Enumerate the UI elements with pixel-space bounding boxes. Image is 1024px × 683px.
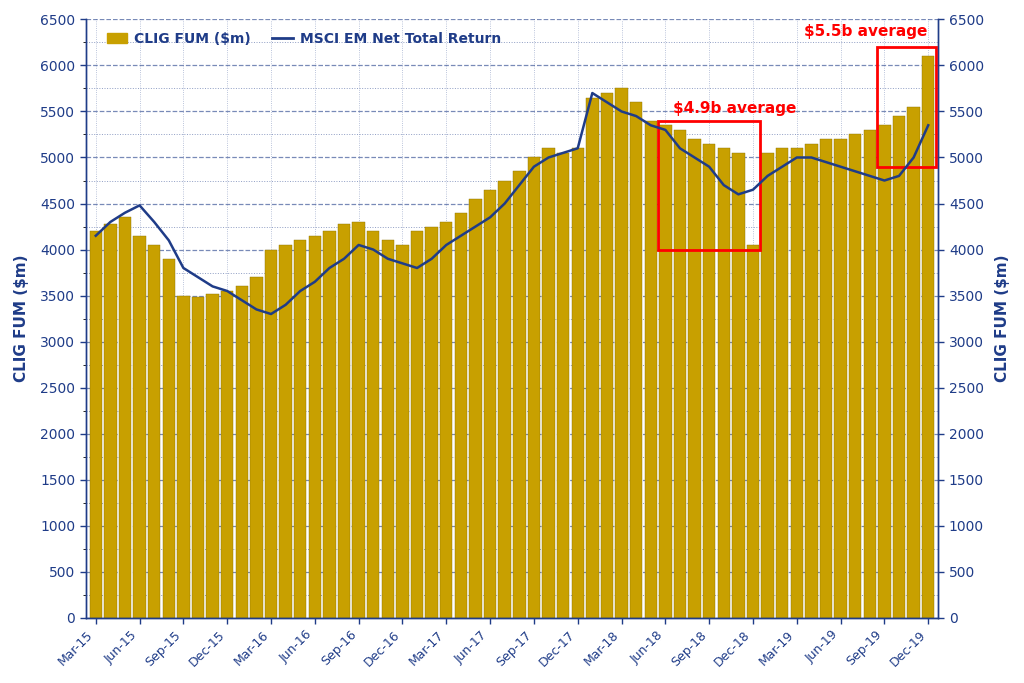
Bar xyxy=(849,135,861,618)
Bar xyxy=(658,121,760,249)
Bar xyxy=(207,294,219,618)
Bar xyxy=(119,217,131,618)
Bar xyxy=(221,291,233,618)
Bar xyxy=(513,171,525,618)
Bar xyxy=(411,231,423,618)
Bar xyxy=(163,259,175,618)
Bar xyxy=(425,227,438,618)
Bar xyxy=(440,222,453,618)
Bar xyxy=(879,125,891,618)
Bar xyxy=(527,158,540,618)
Bar xyxy=(820,139,833,618)
Bar xyxy=(791,148,803,618)
Bar xyxy=(644,121,657,618)
Bar xyxy=(805,143,817,618)
Bar xyxy=(382,240,394,618)
Bar xyxy=(236,286,248,618)
Bar xyxy=(133,236,145,618)
Bar xyxy=(835,139,847,618)
Bar xyxy=(878,47,936,167)
Text: $5.5b average: $5.5b average xyxy=(804,24,928,39)
Legend: CLIG FUM ($m), MSCI EM Net Total Return: CLIG FUM ($m), MSCI EM Net Total Return xyxy=(101,27,507,51)
Bar xyxy=(762,153,774,618)
Bar xyxy=(104,224,117,618)
Bar xyxy=(659,125,672,618)
Bar xyxy=(352,222,365,618)
Bar xyxy=(702,143,716,618)
Bar xyxy=(484,190,497,618)
Bar xyxy=(294,240,306,618)
Bar xyxy=(863,130,876,618)
Bar xyxy=(688,139,700,618)
Bar xyxy=(907,107,920,618)
Bar xyxy=(499,180,511,618)
Bar xyxy=(265,249,278,618)
Bar xyxy=(469,199,481,618)
Bar xyxy=(586,98,599,618)
Y-axis label: CLIG FUM ($m): CLIG FUM ($m) xyxy=(995,255,1010,382)
Bar xyxy=(543,148,555,618)
Bar xyxy=(396,245,409,618)
Bar xyxy=(324,231,336,618)
Bar xyxy=(557,153,569,618)
Bar xyxy=(601,93,613,618)
Bar xyxy=(89,231,102,618)
Bar xyxy=(922,56,935,618)
Bar xyxy=(571,148,584,618)
Bar xyxy=(455,212,467,618)
Bar xyxy=(732,153,744,618)
Bar xyxy=(177,296,189,618)
Y-axis label: CLIG FUM ($m): CLIG FUM ($m) xyxy=(14,255,29,382)
Bar xyxy=(280,245,292,618)
Bar xyxy=(191,298,204,618)
Bar xyxy=(250,277,262,618)
Text: $4.9b average: $4.9b average xyxy=(673,101,796,116)
Bar xyxy=(308,236,322,618)
Bar xyxy=(630,102,642,618)
Bar xyxy=(718,148,730,618)
Bar xyxy=(615,88,628,618)
Bar xyxy=(746,245,759,618)
Bar xyxy=(338,224,350,618)
Bar xyxy=(367,231,380,618)
Bar xyxy=(776,148,788,618)
Bar xyxy=(148,245,161,618)
Bar xyxy=(893,116,905,618)
Bar xyxy=(674,130,686,618)
